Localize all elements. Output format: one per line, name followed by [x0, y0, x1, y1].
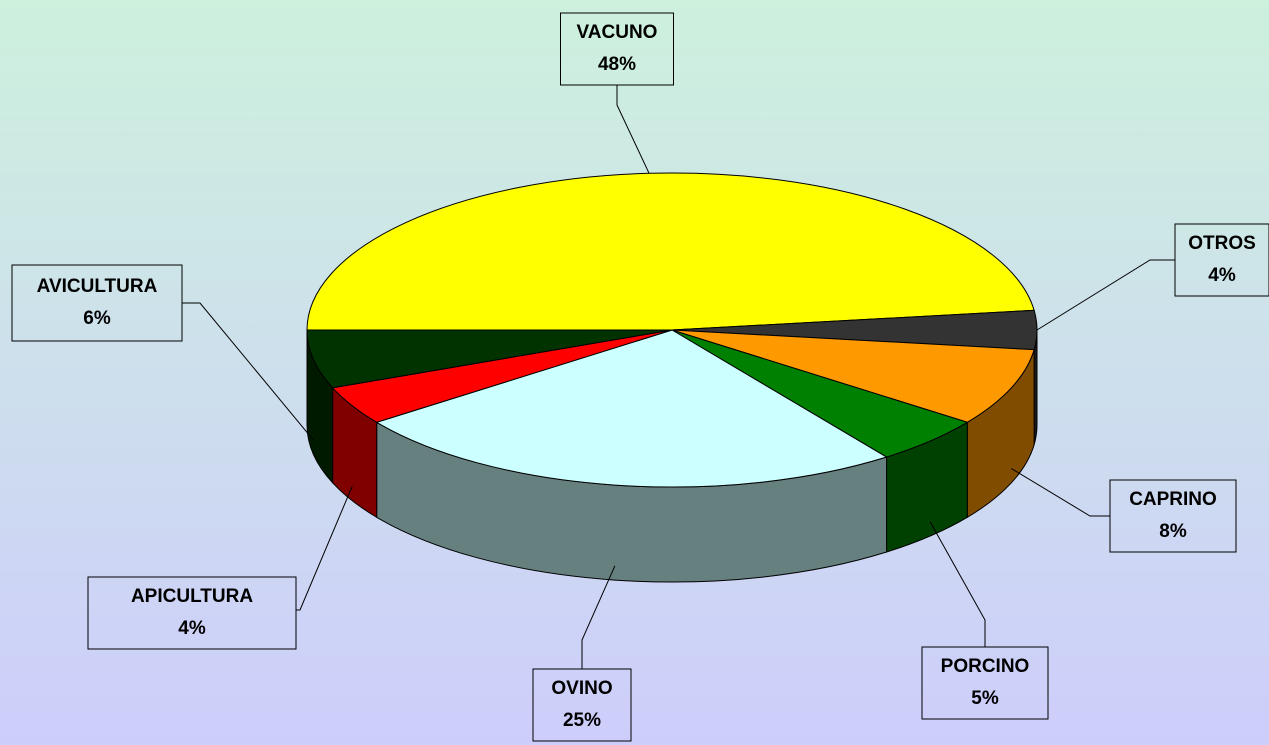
- value-label: 6%: [83, 308, 111, 329]
- label-box: [921, 646, 1049, 720]
- value-label: 4%: [178, 618, 206, 639]
- category-label: OTROS: [1188, 233, 1256, 254]
- pie-tops: [306, 172, 1038, 488]
- pie-slice: [671, 329, 1035, 423]
- leader-line: [616, 85, 650, 174]
- label-box: [532, 668, 632, 742]
- leader-line: [296, 486, 353, 611]
- leader-line: [1011, 468, 1110, 517]
- labels: VACUNO 48% OTROS 4% CAPRINO 8% PORCINO 5% OVINO 2…: [11, 12, 1269, 742]
- label-box: [1174, 223, 1269, 297]
- category-label: AVICULTURA: [37, 276, 158, 297]
- value-label: 5%: [971, 688, 999, 709]
- label-box: [560, 12, 674, 86]
- leader-line: [182, 302, 314, 441]
- label-box: [11, 264, 183, 342]
- category-label: APICULTURA: [131, 586, 253, 607]
- category-label: PORCINO: [941, 656, 1030, 677]
- value-label: 4%: [1208, 265, 1236, 286]
- value-label: 48%: [598, 54, 636, 75]
- label-box: [87, 576, 297, 650]
- value-label: 8%: [1159, 521, 1187, 542]
- leader-line: [581, 565, 616, 669]
- pie-slice: [306, 172, 1035, 331]
- leader-line: [1036, 259, 1175, 331]
- pie-slice: [375, 329, 888, 488]
- category-label: VACUNO: [577, 22, 658, 43]
- category-label: OVINO: [551, 678, 612, 699]
- pie-slice: [306, 329, 673, 389]
- label-box: [1109, 479, 1237, 553]
- pie-sides: [306, 329, 1038, 583]
- leader-line: [929, 521, 986, 647]
- category-label: CAPRINO: [1129, 489, 1217, 510]
- value-label: 25%: [563, 710, 601, 731]
